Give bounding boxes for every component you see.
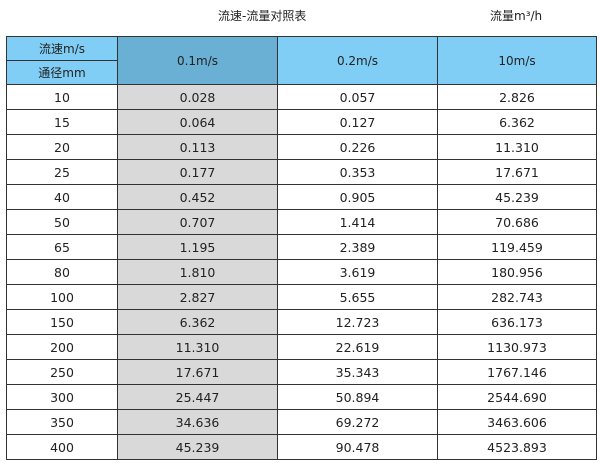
flow-value-cell: 180.956 [437, 259, 597, 285]
flow-value-cell: 1.810 [117, 259, 278, 285]
diameter-cell: 150 [6, 309, 118, 335]
flow-value-cell: 1130.973 [437, 334, 597, 360]
flow-value-cell: 35.343 [277, 359, 438, 385]
flow-value-cell: 17.671 [117, 359, 278, 385]
flow-value-cell: 0.127 [277, 109, 438, 135]
flow-value-cell: 1767.146 [437, 359, 597, 385]
table-row: 80 1.810 3.619 180.956 [6, 259, 597, 285]
flow-value-cell: 0.707 [117, 209, 278, 235]
flow-value-cell: 282.743 [437, 284, 597, 310]
diameter-cell: 15 [6, 109, 118, 135]
flow-value-cell: 0.353 [277, 159, 438, 185]
flow-value-cell: 0.905 [277, 184, 438, 210]
diameter-cell: 400 [6, 434, 118, 460]
diameter-cell: 25 [6, 159, 118, 185]
flow-value-cell: 0.452 [117, 184, 278, 210]
diameter-cell: 200 [6, 334, 118, 360]
flow-value-cell: 0.028 [117, 84, 278, 110]
table-row: 150 6.362 12.723 636.173 [6, 309, 597, 335]
flow-value-cell: 1.195 [117, 234, 278, 260]
table-row: 65 1.195 2.389 119.459 [6, 234, 597, 260]
diameter-cell: 100 [6, 284, 118, 310]
flow-value-cell: 22.619 [277, 334, 438, 360]
flow-value-cell: 25.447 [117, 384, 278, 410]
table-row: 50 0.707 1.414 70.686 [6, 209, 597, 235]
flow-value-cell: 0.064 [117, 109, 278, 135]
table-row: 300 25.447 50.894 2544.690 [6, 384, 597, 410]
table-row: 25 0.177 0.353 17.671 [6, 159, 597, 185]
table-row: 15 0.064 0.127 6.362 [6, 109, 597, 135]
flow-value-cell: 50.894 [277, 384, 438, 410]
unit-label: 流量m³/h [490, 9, 543, 23]
flow-value-cell: 69.272 [277, 409, 438, 435]
table-row: 250 17.671 35.343 1767.146 [6, 359, 597, 385]
table-row: 400 45.239 90.478 4523.893 [6, 434, 597, 460]
flow-value-cell: 0.113 [117, 134, 278, 160]
flow-value-cell: 1.414 [277, 209, 438, 235]
table-row: 20 0.113 0.226 11.310 [6, 134, 597, 160]
flow-value-cell: 4523.893 [437, 434, 597, 460]
diameter-cell: 80 [6, 259, 118, 285]
flow-value-cell: 6.362 [117, 309, 278, 335]
flow-value-cell: 11.310 [437, 134, 597, 160]
flow-value-cell: 70.686 [437, 209, 597, 235]
flow-value-cell: 0.057 [277, 84, 438, 110]
velocity-header: 流速m/s [6, 36, 118, 61]
diameter-cell: 50 [6, 209, 118, 235]
column-header-0.2: 0.2m/s [277, 36, 438, 85]
table-row: 200 11.310 22.619 1130.973 [6, 334, 597, 360]
diameter-cell: 65 [6, 234, 118, 260]
flow-value-cell: 0.226 [277, 134, 438, 160]
flow-value-cell: 3463.606 [437, 409, 597, 435]
flow-table: 流速m/s 0.1m/s 0.2m/s 10m/s 通径mm 10 0.028 0.… [6, 36, 597, 460]
header-row-2: 通径mm [6, 60, 597, 85]
flow-value-cell: 2.827 [117, 284, 278, 310]
flow-value-cell: 6.362 [437, 109, 597, 135]
table-row: 40 0.452 0.905 45.239 [6, 184, 597, 210]
table-row: 10 0.028 0.057 2.826 [6, 84, 597, 110]
table-row: 100 2.827 5.655 282.743 [6, 284, 597, 310]
flow-value-cell: 5.655 [277, 284, 438, 310]
column-header-0.1: 0.1m/s [117, 36, 278, 85]
flow-value-cell: 34.636 [117, 409, 278, 435]
header-row: 流速m/s 0.1m/s 0.2m/s 10m/s [6, 36, 597, 85]
flow-value-cell: 2544.690 [437, 384, 597, 410]
flow-value-cell: 11.310 [117, 334, 278, 360]
diameter-cell: 250 [6, 359, 118, 385]
column-header-10: 10m/s [437, 36, 597, 85]
flow-value-cell: 12.723 [277, 309, 438, 335]
flow-value-cell: 0.177 [117, 159, 278, 185]
flow-value-cell: 45.239 [437, 184, 597, 210]
flow-value-cell: 45.239 [117, 434, 278, 460]
diameter-cell: 300 [6, 384, 118, 410]
flow-value-cell: 90.478 [277, 434, 438, 460]
diameter-cell: 350 [6, 409, 118, 435]
diameter-cell: 20 [6, 134, 118, 160]
flow-value-cell: 119.459 [437, 234, 597, 260]
table-row: 350 34.636 69.272 3463.606 [6, 409, 597, 435]
flow-value-cell: 2.826 [437, 84, 597, 110]
flow-value-cell: 636.173 [437, 309, 597, 335]
flow-value-cell: 3.619 [277, 259, 438, 285]
table-title: 流速-流量对照表 [218, 9, 307, 23]
flow-value-cell: 2.389 [277, 234, 438, 260]
diameter-cell: 10 [6, 84, 118, 110]
diameter-header: 通径mm [6, 60, 118, 85]
flow-value-cell: 17.671 [437, 159, 597, 185]
diameter-cell: 40 [6, 184, 118, 210]
